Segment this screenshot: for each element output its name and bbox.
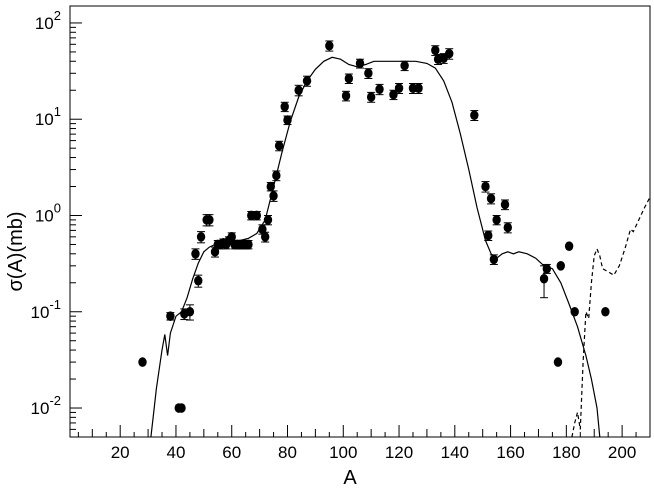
data-point	[280, 101, 289, 112]
data-point	[244, 239, 253, 250]
data-point	[364, 68, 373, 79]
data-point	[266, 181, 275, 192]
data-point	[177, 403, 186, 413]
y-tick-mantissa: 10	[31, 303, 50, 322]
data-point	[394, 83, 404, 93]
data-point	[489, 254, 499, 265]
x-tick-label: 100	[329, 443, 357, 462]
y-tick-exponent: 0	[54, 200, 61, 215]
data-point	[570, 306, 579, 317]
y-tick-label: 102	[35, 8, 61, 33]
data-point	[366, 92, 376, 102]
data-point	[274, 140, 284, 151]
data-point	[166, 311, 175, 321]
data-point	[375, 84, 384, 95]
data-point	[414, 83, 423, 93]
data-point	[260, 232, 270, 242]
data-point	[553, 357, 563, 367]
data-point	[400, 60, 409, 71]
data-point	[263, 215, 273, 225]
data-point	[325, 40, 334, 51]
data-point	[283, 115, 292, 125]
data-point	[556, 261, 565, 271]
y-axis-label: σ(A)(mb)	[5, 211, 27, 291]
data-point	[431, 45, 440, 56]
y-tick-mantissa: 10	[35, 14, 54, 33]
y-tick-exponent: -2	[49, 393, 61, 408]
data-point	[344, 73, 354, 84]
plot-frame	[69, 5, 651, 438]
y-tick-label: 10-2	[31, 393, 61, 418]
data-point	[227, 232, 236, 242]
x-tick-label: 200	[608, 443, 636, 462]
data-point	[481, 181, 490, 192]
data-point	[302, 76, 312, 86]
data-point	[294, 85, 303, 96]
y-tick-exponent: 2	[54, 8, 61, 23]
data-point	[355, 58, 365, 69]
x-tick-label: 140	[441, 443, 469, 462]
data-point	[500, 199, 510, 210]
data-point	[185, 306, 195, 317]
y-tick-mantissa: 10	[31, 399, 50, 418]
x-tick-label: 180	[552, 443, 580, 462]
data-point	[258, 224, 267, 235]
x-tick-label: 160	[496, 443, 524, 462]
y-tick-label: 100	[35, 200, 61, 225]
y-tick-mantissa: 10	[35, 206, 54, 225]
x-tick-label: 40	[167, 443, 186, 462]
data-point	[269, 191, 278, 201]
data-point	[272, 170, 281, 181]
x-tick-label: 80	[278, 443, 297, 462]
data-point	[191, 248, 200, 259]
data-point	[492, 215, 501, 225]
data-point	[564, 241, 574, 251]
y-tick-label: 101	[35, 104, 61, 129]
y-tick-exponent: -1	[49, 297, 61, 312]
x-tick-label: 20	[111, 443, 130, 462]
data-point	[341, 91, 351, 101]
y-tick-mantissa: 10	[35, 110, 54, 129]
x-tick-label: 120	[385, 443, 413, 462]
y-tick-exponent: 1	[54, 104, 61, 119]
x-axis: 20 40 60 80 100 120 140 160 180 200	[77, 425, 637, 462]
y-tick-label: 10-1	[31, 297, 61, 322]
data-point	[539, 273, 549, 284]
data-point	[486, 193, 496, 204]
data-point	[503, 222, 512, 233]
data-point	[601, 306, 610, 317]
data-point	[252, 210, 262, 221]
data-point	[389, 89, 398, 100]
data-point	[445, 48, 454, 59]
x-axis-label: A	[343, 467, 357, 489]
data-points	[138, 40, 610, 413]
data-point	[196, 232, 206, 242]
data-point	[205, 215, 214, 225]
data-point	[542, 263, 552, 274]
data-point	[470, 110, 479, 121]
x-tick-label: 60	[222, 443, 241, 462]
data-point	[194, 275, 203, 286]
data-point	[484, 230, 493, 241]
dashed-curve	[571, 196, 650, 437]
data-point	[138, 357, 147, 367]
